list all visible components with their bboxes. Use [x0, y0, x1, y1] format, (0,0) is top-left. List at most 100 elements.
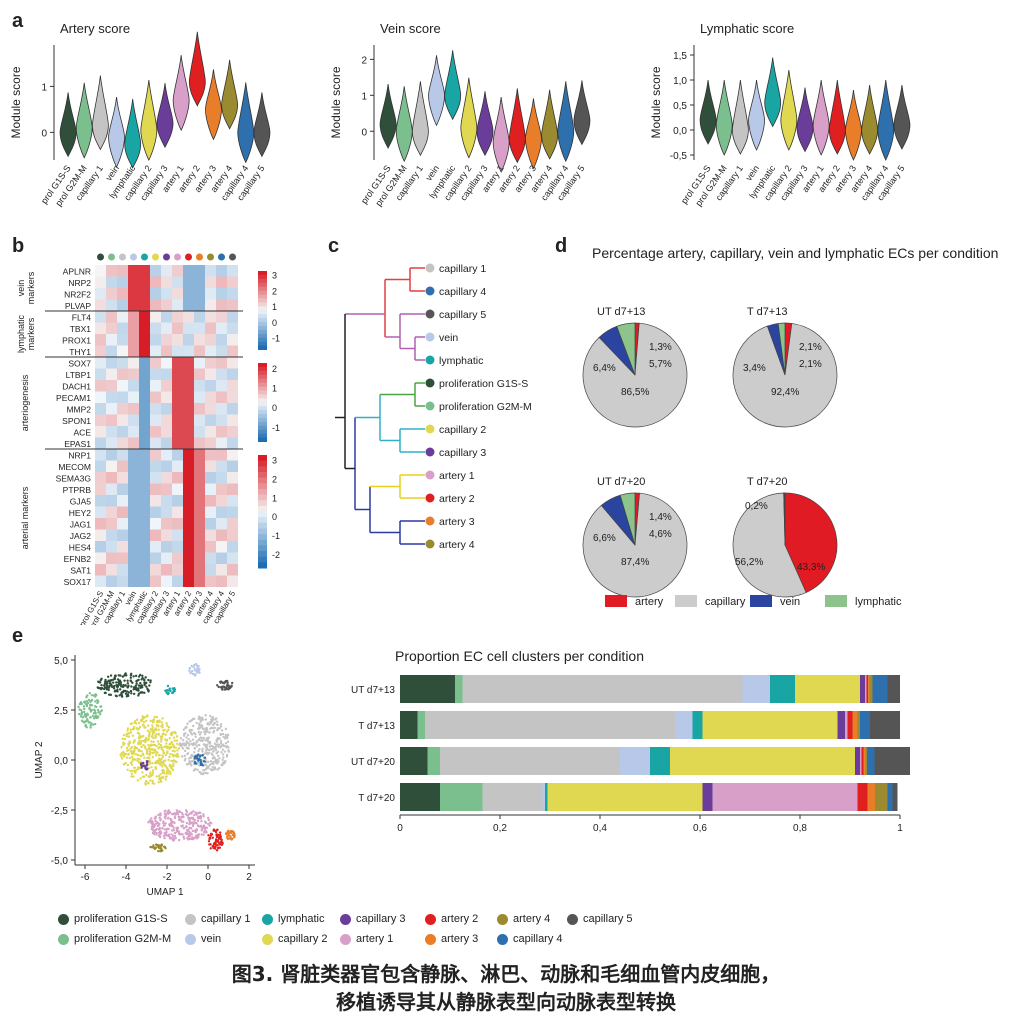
- umap-point: [191, 755, 195, 758]
- colorbar-segment: [258, 477, 267, 484]
- umap-point: [216, 754, 220, 757]
- umap-point: [173, 754, 177, 757]
- umap-point: [151, 743, 155, 747]
- umap-point: [150, 825, 154, 829]
- heatmap-cell: [161, 403, 172, 415]
- gene-label: TBX1: [70, 324, 92, 334]
- heatmap-cell: [216, 414, 227, 426]
- pie-UT-d7p20: UT d7+20 1,4% 4,6% 6,6% 87,4%: [582, 476, 688, 598]
- umap-point: [214, 839, 218, 842]
- heatmap-cell: [150, 426, 161, 438]
- umap-point: [93, 722, 97, 726]
- umap-point: [146, 687, 149, 691]
- heatmap-cell: [216, 552, 227, 564]
- umap-point: [188, 669, 191, 672]
- heatmap-cell: [227, 472, 238, 484]
- umap-point: [222, 756, 225, 759]
- umap-point: [125, 746, 129, 750]
- umap-point: [208, 742, 212, 745]
- umap-point: [138, 758, 141, 761]
- umap-point: [150, 827, 154, 831]
- bar-segment-capillary-2: [702, 711, 838, 739]
- pie-slice-lymphatic: [619, 492, 636, 546]
- heatmap-cluster-dot: [108, 253, 115, 261]
- umap-point: [84, 720, 88, 723]
- umap-point: [180, 820, 184, 823]
- umap-point: [113, 690, 117, 693]
- umap-point: [190, 821, 194, 824]
- umap-point: [203, 760, 207, 763]
- umap-point: [227, 831, 230, 834]
- heatmap-cell: [128, 460, 139, 472]
- violin-artery-1: [172, 55, 190, 132]
- umap-point: [173, 730, 177, 734]
- umap-point: [102, 684, 106, 687]
- colorbar-segment: [258, 402, 267, 407]
- bar-segment-capillary-4: [887, 783, 893, 811]
- umap-point: [216, 839, 220, 842]
- heatmap-cell: [194, 460, 205, 472]
- heatmap-cell: [183, 288, 194, 300]
- umap-point: [220, 840, 223, 843]
- bar-segment-artery-2: [861, 747, 864, 775]
- heatmap-cell: [150, 345, 161, 357]
- heatmap-cell: [150, 552, 161, 564]
- y-tick-label: 0,5: [673, 101, 687, 112]
- umap-point: [218, 757, 221, 760]
- umap-point: [132, 741, 135, 744]
- dendro-leaf-dot: [425, 401, 435, 411]
- heatmap-cell: [95, 311, 106, 323]
- umap-point: [151, 724, 154, 727]
- umap-point: [209, 760, 213, 763]
- violin-capillary-1: [91, 75, 109, 151]
- umap-point: [151, 779, 154, 783]
- umap-point: [121, 690, 124, 694]
- umap-point: [191, 738, 195, 741]
- colorbar-segment: [258, 522, 267, 529]
- violin-capillary-5: [893, 84, 911, 150]
- umap-point: [131, 734, 135, 737]
- legend-label: capillary 3: [356, 913, 406, 925]
- umap-point: [201, 739, 204, 743]
- umap-point: [179, 737, 183, 740]
- heatmap-cell: [128, 391, 139, 403]
- heatmap-cell: [128, 299, 139, 311]
- heatmap-cell: [227, 575, 238, 587]
- umap-point: [96, 708, 100, 712]
- umap-point: [198, 671, 201, 675]
- dendro-leaf-label: artery 3: [439, 516, 475, 528]
- umap-point: [217, 836, 221, 839]
- umap-point: [179, 744, 183, 747]
- umap-point: [171, 768, 175, 772]
- umap-point: [200, 736, 203, 739]
- umap-point: [187, 757, 191, 760]
- bar-segment-capillary-5: [892, 783, 898, 811]
- heatmap-cell: [161, 368, 172, 380]
- umap-cluster: [178, 714, 231, 776]
- group-label: lymphaticmarkers: [16, 314, 36, 353]
- umap-point: [151, 831, 155, 835]
- umap-point: [215, 717, 218, 720]
- umap-point: [136, 679, 139, 682]
- legend-dot: [497, 913, 508, 925]
- heatmap-cell: [172, 495, 183, 507]
- umap-y-tick-label: 0,0: [54, 756, 68, 767]
- umap-point: [162, 776, 165, 780]
- heatmap-cell: [150, 299, 161, 311]
- umap-point: [194, 735, 197, 738]
- umap-point: [185, 740, 188, 743]
- heatmap-cell: [128, 276, 139, 288]
- umap-point: [182, 835, 185, 839]
- umap-point: [80, 711, 84, 714]
- legend-label: artery 2: [441, 913, 479, 925]
- cluster-legend-item: proliferation G1S-S: [58, 913, 168, 925]
- heatmap-cell: [95, 495, 106, 507]
- colorbar-segment: [258, 390, 267, 395]
- heatmap-cell: [172, 426, 183, 438]
- umap-point: [201, 747, 205, 750]
- bar-segment-artery-1: [865, 675, 867, 703]
- heatmap-cell: [139, 265, 150, 277]
- umap-point: [159, 777, 162, 780]
- umap-point: [159, 848, 163, 852]
- umap-point: [169, 772, 172, 775]
